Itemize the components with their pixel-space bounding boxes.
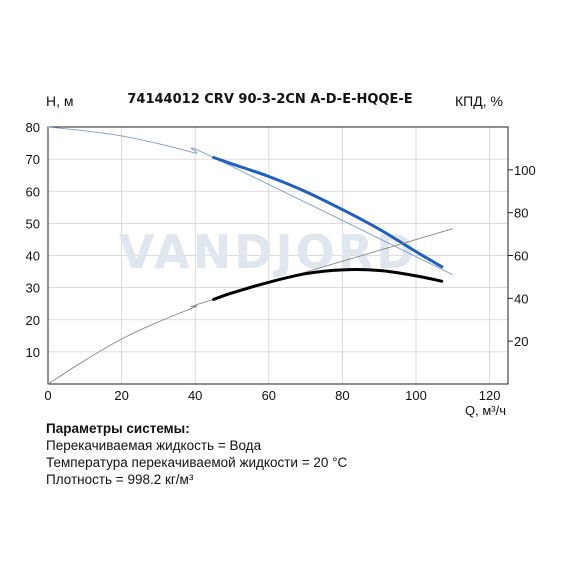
y-right-tick-label: 80 xyxy=(514,206,528,221)
param-temperature: Температура перекачиваемой жидкости = 20… xyxy=(46,455,348,470)
param-liquid: Перекачиваемая жидкость = Вода xyxy=(46,438,262,453)
chart-title: 74144012 CRV 90-3-2CN A-D-E-HQQE-E xyxy=(127,92,412,107)
x-tick-label: 80 xyxy=(335,388,349,403)
x-tick-label: 120 xyxy=(479,388,501,403)
y-left-tick-label: 70 xyxy=(26,152,40,167)
tick-labels: 0 20 40 60 80 100 120 10 20 30 40 50 60 70 80 20 40 60 80 1… xyxy=(26,120,536,403)
y-right-tick-label: 40 xyxy=(514,291,528,306)
y-left-tick-label: 50 xyxy=(26,216,40,231)
series-right-operating-line xyxy=(212,268,444,301)
series-left-full-range-line xyxy=(47,126,453,276)
y-left-tick-label: 10 xyxy=(26,345,40,360)
curves xyxy=(47,126,453,385)
x-tick-label: 100 xyxy=(405,388,427,403)
y-left-tick-label: 30 xyxy=(26,281,40,296)
x-tick-label: 60 xyxy=(262,388,276,403)
series-left-operating-line xyxy=(212,156,444,269)
y-axis-right-label: КПД, % xyxy=(455,93,503,109)
params-header: Параметры системы: xyxy=(46,421,190,436)
pump-curve-chart: 74144012 CRV 90-3-2CN A-D-E-HQQE-E H, м … xyxy=(26,92,536,418)
y-axis-left-label: H, м xyxy=(46,93,74,109)
y-left-tick-label: 40 xyxy=(26,249,40,264)
x-tick-label: 20 xyxy=(114,388,128,403)
x-axis-label: Q, м³/ч xyxy=(465,403,506,418)
param-density: Плотность = 998.2 кг/м³ xyxy=(46,472,194,487)
y-left-tick-label: 20 xyxy=(26,313,40,328)
y-right-tick-label: 60 xyxy=(514,249,528,264)
y-right-tick-label: 100 xyxy=(514,163,536,178)
x-tick-label: 40 xyxy=(188,388,202,403)
y-left-tick-label: 60 xyxy=(26,184,40,199)
x-tick-label: 0 xyxy=(44,388,51,403)
system-parameters: Параметры системы: Перекачиваемая жидкос… xyxy=(46,420,347,488)
y-right-tick-label: 20 xyxy=(514,334,528,349)
y-left-tick-label: 80 xyxy=(26,120,40,135)
